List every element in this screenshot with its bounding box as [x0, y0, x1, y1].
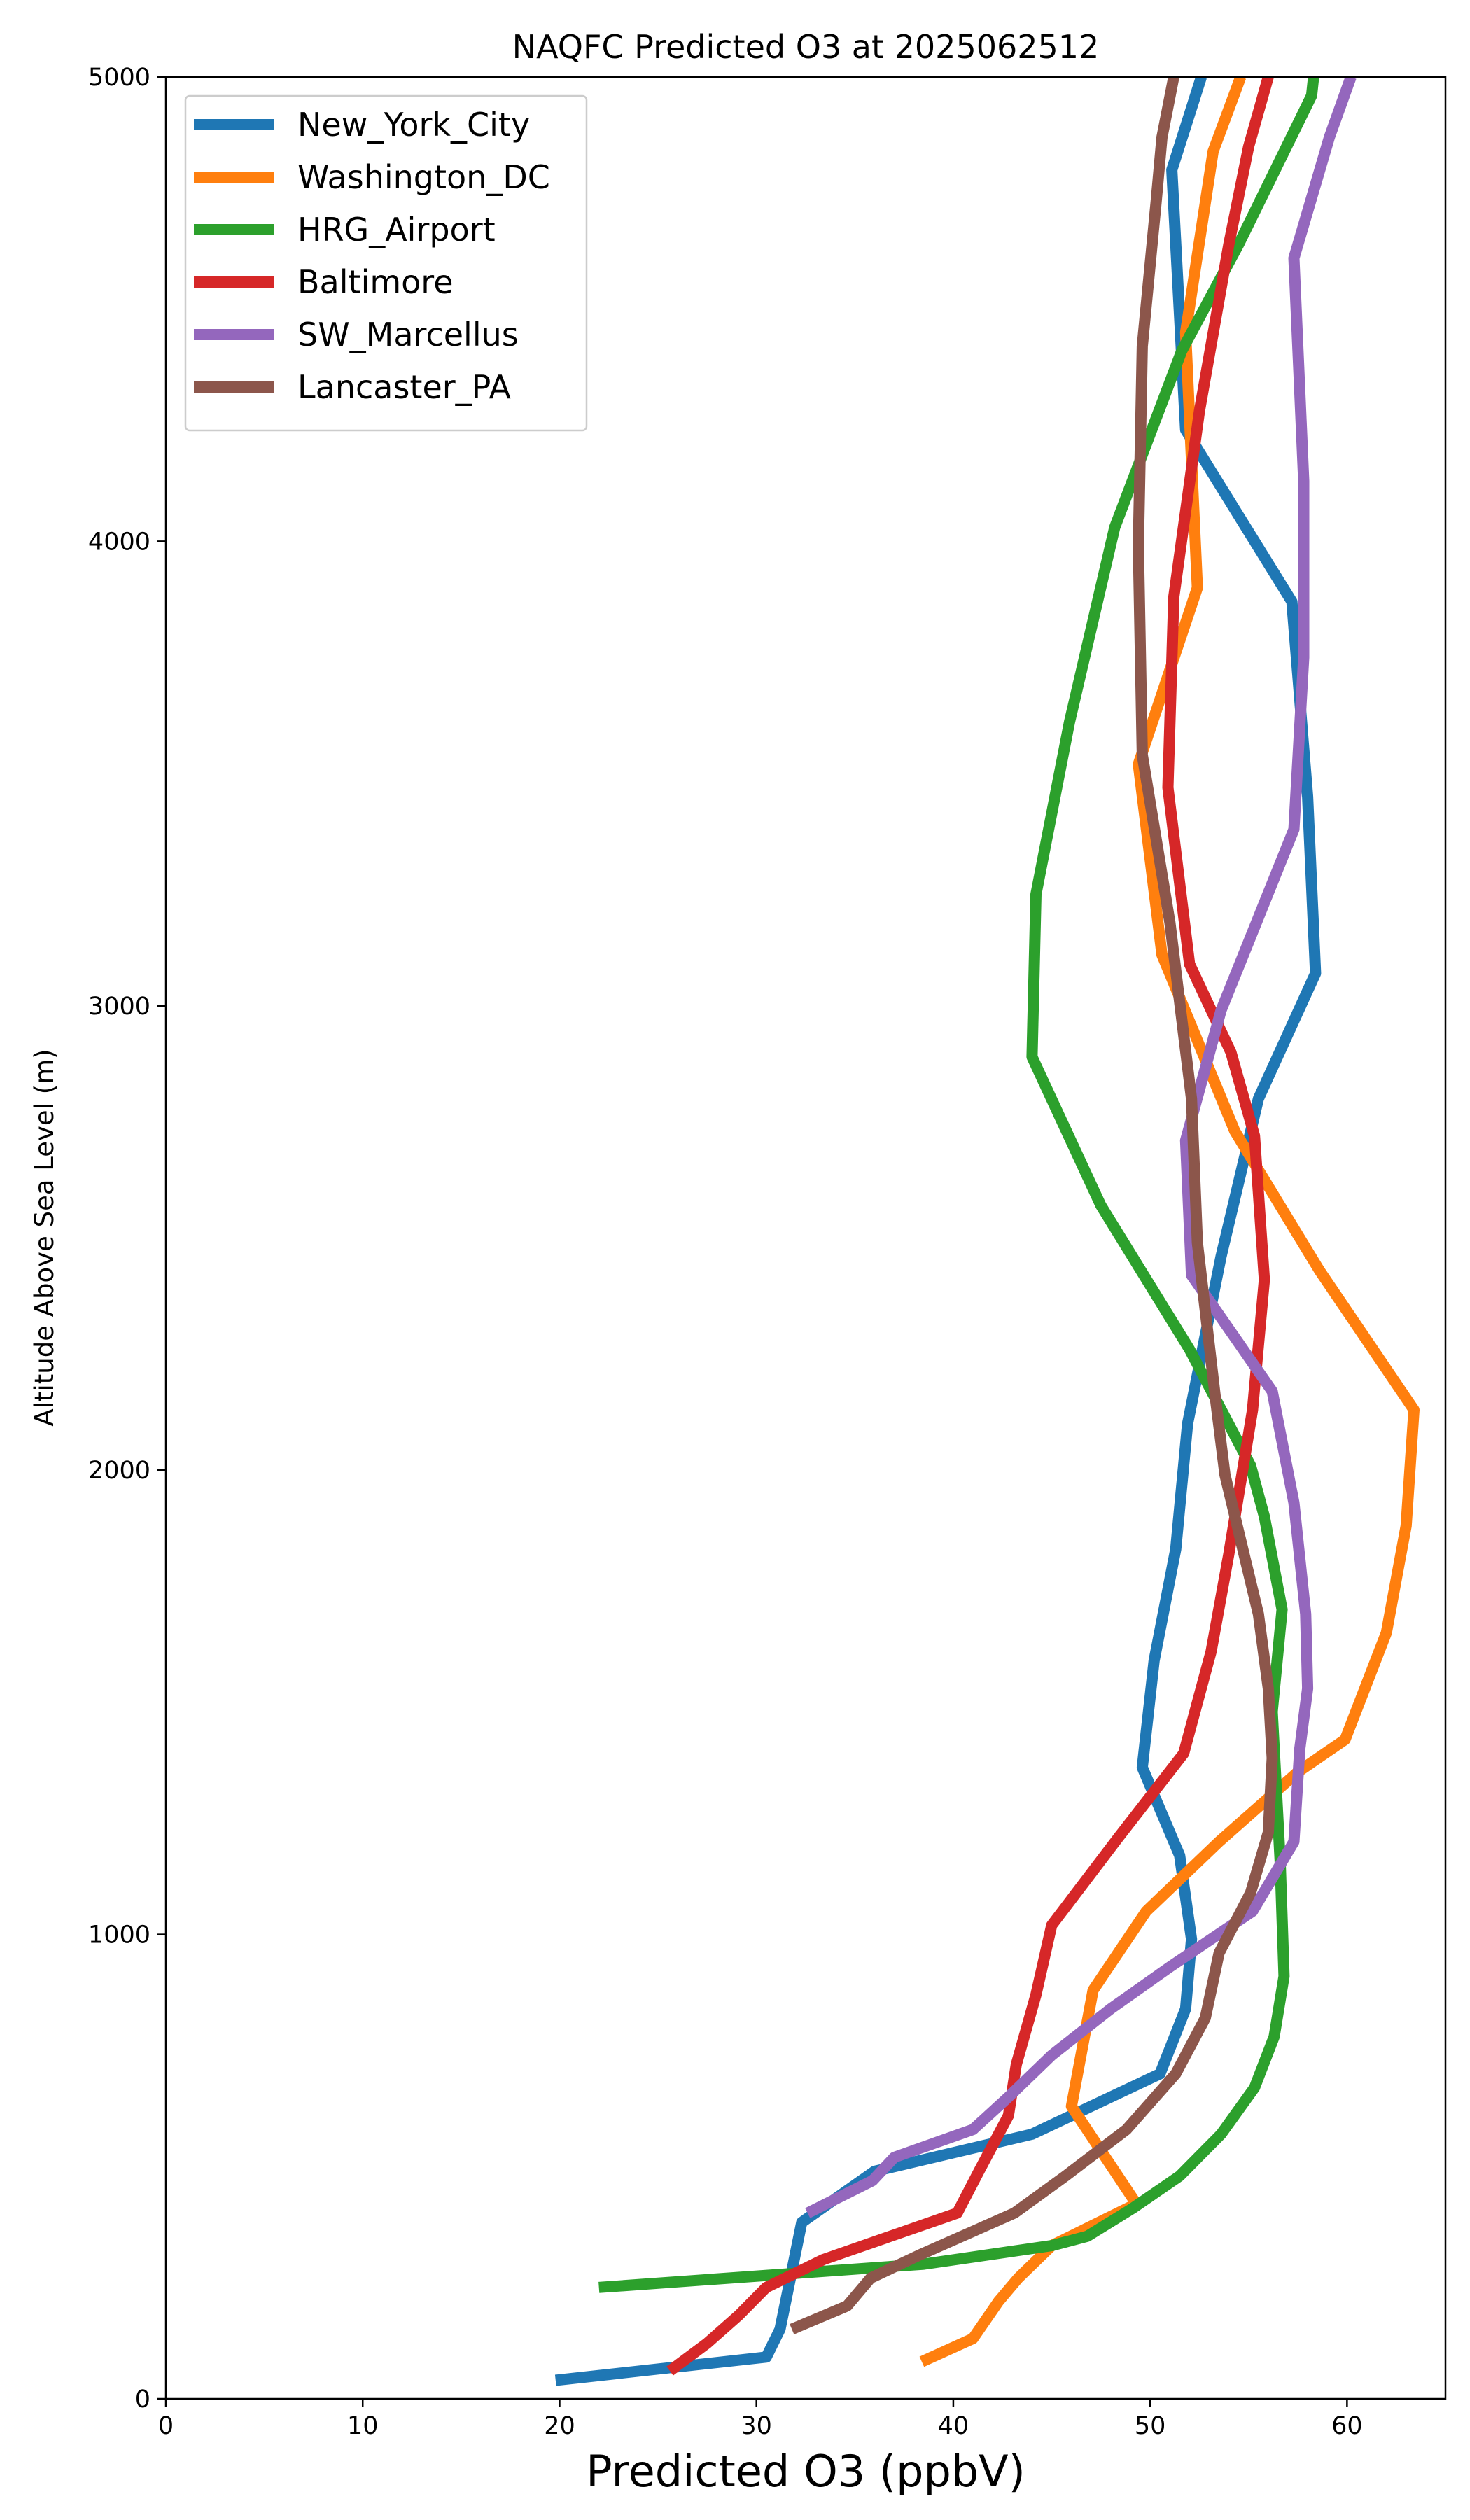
- x-tick-label: 20: [544, 2412, 575, 2440]
- y-tick-label: 0: [135, 2386, 150, 2414]
- series-line-washington-dc: [919, 77, 1420, 2367]
- legend-label-hrg-airport: HRG_Airport: [298, 211, 496, 248]
- legend-label-lancaster-pa: Lancaster_PA: [298, 368, 511, 406]
- x-tick-label: 40: [938, 2412, 969, 2440]
- series-line-baltimore: [666, 77, 1274, 2376]
- axes: 0 10 20 30 40 50 60 0 1000 2000 3000 4000 5000: [88, 64, 1447, 2440]
- plot-area: [554, 77, 1420, 2386]
- y-tick-label: 1000: [88, 1921, 150, 1949]
- x-tick-label: 10: [347, 2412, 379, 2440]
- x-tick-label: 0: [158, 2412, 174, 2440]
- series-line-hrg-airport: [598, 77, 1320, 2293]
- legend: New_York_City Washington_DC HRG_Airport Bal…: [184, 94, 588, 432]
- legend-label-sw-marcellus: SW_Marcellus: [298, 316, 519, 354]
- x-tick-label: 50: [1135, 2412, 1166, 2440]
- plot-frame: [164, 76, 1447, 2400]
- y-axis-label: Altitude Above Sea Level (m): [29, 1049, 59, 1426]
- x-tick-label: 30: [741, 2412, 772, 2440]
- legend-label-baltimore: Baltimore: [298, 263, 454, 301]
- y-tick-label: 2000: [88, 1457, 150, 1485]
- x-tick-label: 60: [1331, 2412, 1363, 2440]
- x-axis-label: Predicted O3 (ppbV): [586, 2446, 1026, 2497]
- legend-label-new-york-city: New_York_City: [298, 106, 530, 144]
- y-tick-label: 3000: [88, 993, 150, 1021]
- y-tick-label: 5000: [88, 64, 150, 92]
- legend-label-washington-dc: Washington_DC: [298, 158, 550, 196]
- series-line-sw-marcellus: [805, 77, 1357, 2218]
- series-line-lancaster-pa: [790, 77, 1278, 2334]
- y-tick-label: 4000: [88, 528, 150, 556]
- legend-box: [184, 94, 588, 432]
- chart-title: NAQFC Predicted O3 at 2025062512: [512, 28, 1100, 66]
